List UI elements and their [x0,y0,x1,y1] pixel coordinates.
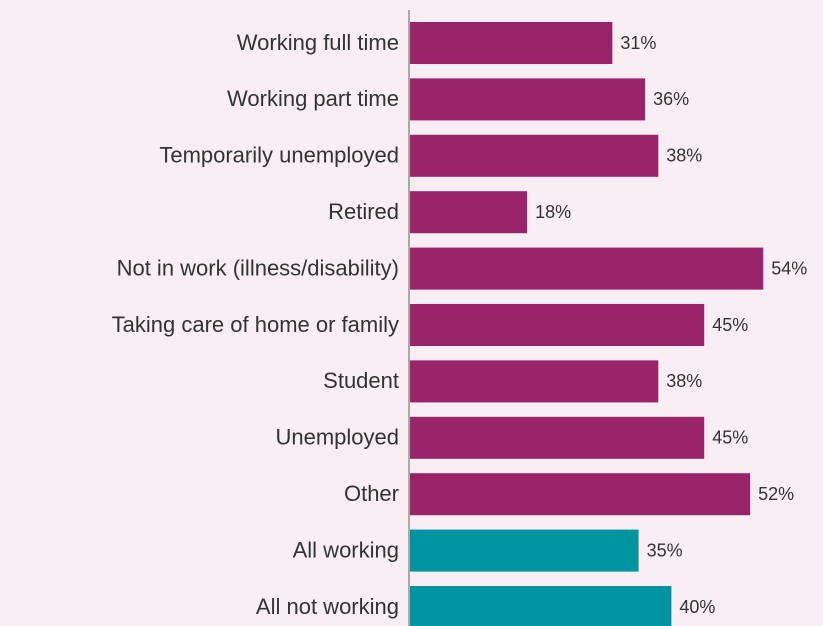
value-label: 35% [647,540,683,560]
y-tick-label: Working full time [237,30,399,55]
bar [409,22,613,64]
y-tick-label: Unemployed [275,425,399,450]
value-label: 36% [653,89,689,109]
value-label: 38% [666,146,702,166]
bar [409,78,646,121]
bar [409,529,639,572]
y-tick-label: Other [344,481,399,506]
bar [409,473,751,516]
value-label: 18% [535,202,571,222]
value-label: 38% [666,371,702,391]
y-tick-label: Student [323,368,399,393]
value-label: 45% [712,428,748,448]
value-label: 52% [758,484,794,504]
bar [409,416,705,459]
y-tick-label: Taking care of home or family [112,312,399,337]
y-tick-label: All working [293,537,399,562]
y-tick-label: Temporarily unemployed [159,143,399,168]
bar [409,247,764,290]
bar [409,586,672,626]
y-tick-label: All not working [256,594,399,619]
y-tick-label: Not in work (illness/disability) [117,255,399,280]
value-label: 45% [712,315,748,335]
value-label: 54% [771,258,807,278]
bar [409,360,659,403]
y-tick-label: Retired [328,199,399,224]
bar [409,134,659,177]
bar [409,191,528,234]
y-tick-label: Working part time [227,86,399,111]
value-label: 31% [620,33,656,53]
bar [409,304,705,346]
value-label: 40% [679,597,715,617]
